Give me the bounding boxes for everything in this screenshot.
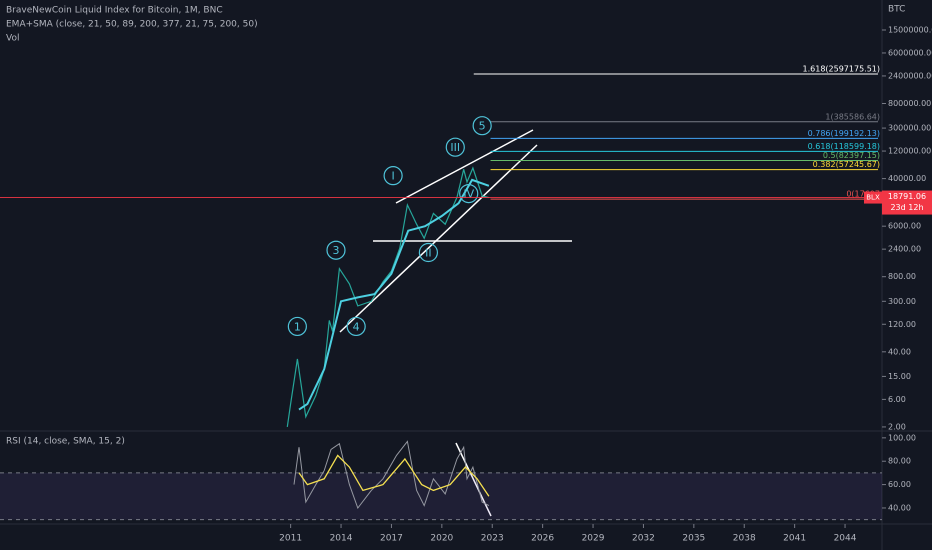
price-badge [864, 191, 882, 204]
y-tick-label: 100.00 [888, 433, 916, 442]
wave-label: III [450, 141, 460, 154]
series-line [286, 166, 490, 427]
fib-label: 0.618(118599.18) [808, 142, 880, 151]
y-tick-label: 6000000.00 [888, 48, 932, 57]
y-tick-label: 15000000.00 [888, 25, 932, 34]
x-tick-label: 2026 [531, 534, 554, 544]
y-tick-label: 800000.00 [888, 99, 931, 108]
rsi-title: RSI (14, close, SMA, 15, 2) [6, 437, 125, 447]
y-tick-label: 300000.00 [888, 124, 931, 133]
fib-label: 0.786(199192.13) [808, 129, 880, 138]
x-tick-label: 2020 [430, 534, 453, 544]
y-tick-label: 120.00 [888, 320, 916, 329]
y-tick-label: 40.00 [888, 503, 911, 512]
x-tick-label: 2041 [783, 534, 806, 544]
y-tick-label: 2.00 [888, 422, 906, 431]
y-tick-label: 40.00 [888, 347, 911, 356]
y-tick-label: 15.00 [888, 372, 911, 381]
wave-label: 1 [294, 320, 301, 333]
x-tick-label: 2035 [682, 534, 705, 544]
wave-label: I [391, 170, 394, 183]
fib-label: 1(385586.64) [825, 112, 880, 121]
wave-marker [472, 116, 492, 136]
y-tick-label: 60.00 [888, 480, 911, 489]
channel-upper [395, 129, 534, 204]
price-value: 18791.06 [888, 192, 926, 201]
fib-label: 0(17607 [846, 190, 880, 199]
rsi-band [0, 472, 882, 520]
price-countdown: 23d 12h [890, 203, 923, 212]
x-tick-label: 2044 [834, 534, 857, 544]
x-tick-label: 2029 [582, 534, 605, 544]
fib-label: 0.5(82397.15) [823, 151, 880, 160]
wave-label: 3 [333, 244, 340, 257]
wave-label: 5 [479, 120, 486, 133]
x-tick-label: 2017 [380, 534, 403, 544]
y-tick-label: 120000.00 [888, 147, 931, 156]
fib-label: 1.618(2597175.51) [803, 64, 881, 73]
series-line [293, 440, 490, 510]
fib-label: 0.382(57245.67) [813, 160, 880, 169]
x-tick-label: 2014 [330, 534, 353, 544]
x-tick-label: 2038 [733, 534, 756, 544]
chart-title: BraveNewCoin Liquid Index for Bitcoin, 1… [6, 6, 223, 16]
series-line [298, 454, 490, 497]
wave-label: II [425, 247, 432, 260]
y-tick-label: 300.00 [888, 297, 916, 306]
y-tick-label: 2400000.00 [888, 71, 932, 80]
y-tick-label: 6.00 [888, 395, 906, 404]
y-tick-label: 800.00 [888, 272, 916, 281]
x-tick-label: 2011 [279, 534, 302, 544]
wave-label: IV [463, 188, 474, 201]
wave-marker [346, 316, 366, 337]
y-tick-label: 80.00 [888, 457, 911, 466]
series-line [298, 178, 490, 411]
y-tick-label: 40000.00 [888, 174, 926, 183]
wave-marker [326, 240, 346, 260]
x-tick-label: 2023 [481, 534, 504, 544]
indicator-label: EMA+SMA (close, 21, 50, 89, 200, 377, 21… [6, 20, 258, 30]
channel-lower [339, 144, 538, 333]
wave-marker [418, 242, 438, 263]
price-badge-name: BLX [866, 194, 880, 202]
wave-marker [459, 183, 479, 204]
wave-marker [383, 166, 403, 186]
y-tick-label: 2400.00 [888, 245, 921, 254]
x-tick-label: 2032 [632, 534, 655, 544]
wave-marker [445, 137, 465, 157]
wave-marker [287, 316, 307, 337]
volume-label: Vol [6, 34, 19, 44]
wave-label: 4 [353, 320, 360, 333]
price-badge [882, 190, 932, 215]
axis-unit: BTC [888, 5, 905, 15]
y-tick-label: 6000.00 [888, 222, 921, 231]
